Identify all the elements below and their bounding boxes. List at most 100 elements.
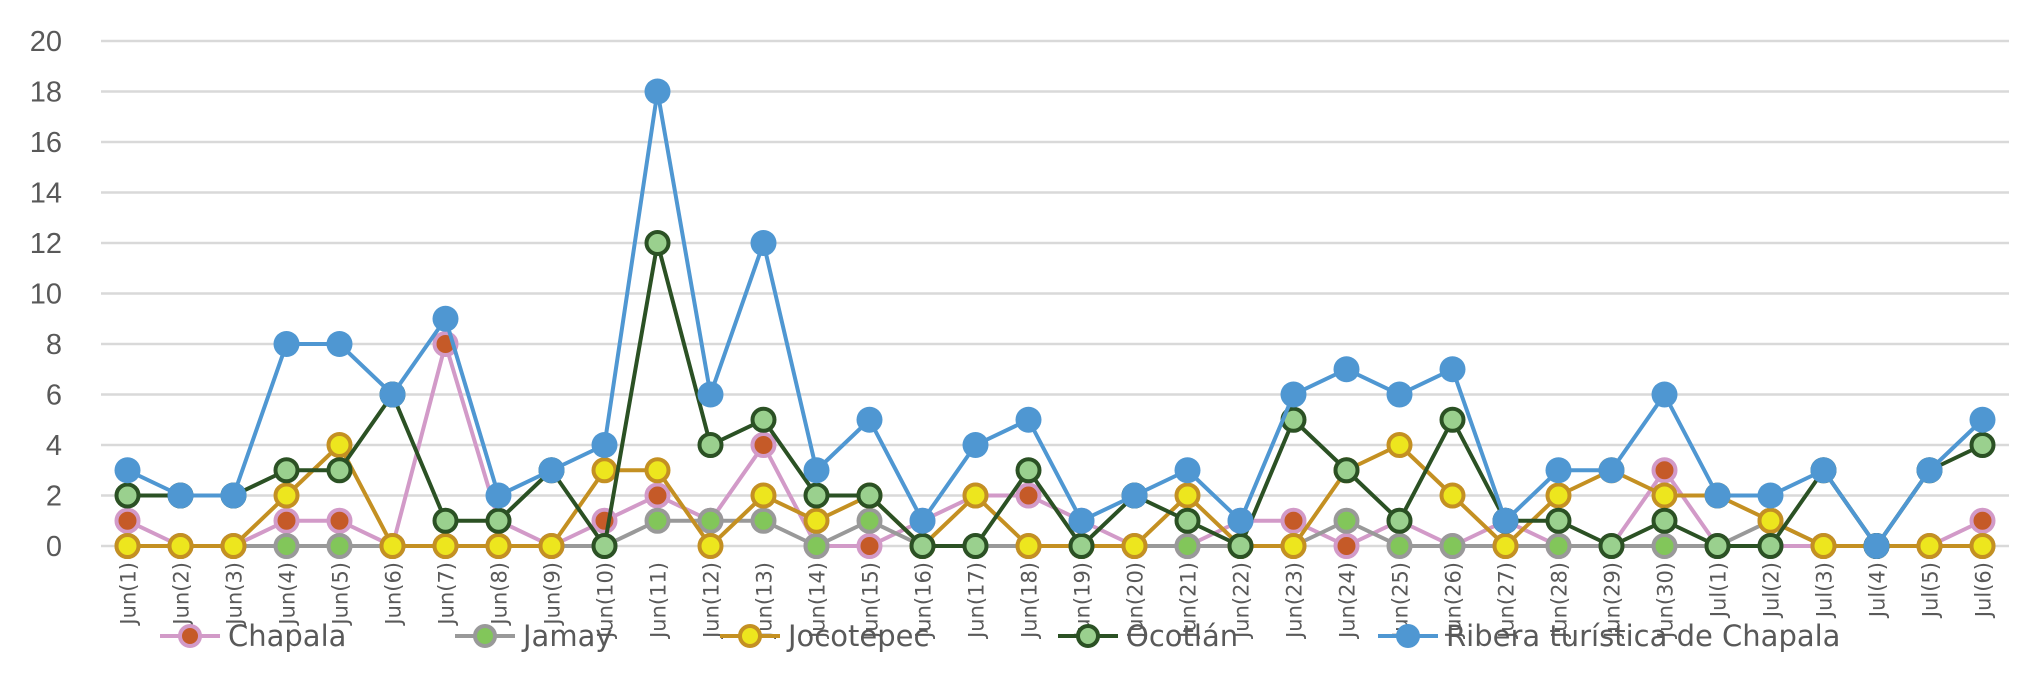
data-point bbox=[644, 482, 671, 509]
y-tick-label: 20 bbox=[30, 26, 62, 58]
data-point bbox=[1704, 533, 1731, 559]
data-point bbox=[644, 230, 671, 256]
legend-marker bbox=[178, 624, 202, 648]
data-point bbox=[697, 381, 724, 408]
data-point bbox=[962, 482, 989, 509]
x-tick-label: Jun(2) bbox=[170, 562, 194, 627]
data-point bbox=[1863, 533, 1890, 559]
data-point bbox=[485, 507, 512, 534]
data-point bbox=[326, 533, 353, 559]
data-point bbox=[1969, 533, 1996, 559]
data-point bbox=[1174, 533, 1201, 559]
x-tick-label: Jun(23) bbox=[1283, 562, 1307, 640]
legend-item: Jocotepec bbox=[720, 619, 929, 653]
legend-marker bbox=[473, 624, 497, 648]
data-point bbox=[485, 533, 512, 559]
data-point bbox=[1386, 432, 1413, 458]
data-point bbox=[326, 432, 353, 458]
data-point bbox=[1015, 482, 1042, 509]
data-point bbox=[1757, 482, 1784, 509]
x-tick-label: Jun(21) bbox=[1177, 562, 1201, 640]
data-point bbox=[591, 457, 618, 484]
data-point bbox=[1386, 507, 1413, 534]
legend-label: Ocotlán bbox=[1126, 619, 1238, 653]
data-point bbox=[1068, 533, 1095, 559]
x-tick-label: Jun(12) bbox=[700, 562, 724, 640]
data-point bbox=[697, 507, 724, 534]
data-point bbox=[167, 482, 194, 509]
data-point bbox=[326, 331, 353, 357]
data-point bbox=[1015, 457, 1042, 484]
data-point bbox=[1386, 533, 1413, 559]
y-tick-label: 4 bbox=[46, 430, 62, 462]
x-tick-label: Jun(6) bbox=[382, 562, 406, 627]
y-tick-label: 12 bbox=[30, 228, 62, 260]
data-point bbox=[379, 533, 406, 559]
data-point bbox=[1598, 533, 1625, 559]
data-point bbox=[1333, 533, 1360, 559]
x-tick-label: Jun(16) bbox=[912, 562, 936, 640]
data-point bbox=[1651, 482, 1678, 509]
data-point bbox=[750, 482, 777, 509]
x-tick-label: Jun(8) bbox=[488, 562, 512, 627]
data-point bbox=[1280, 533, 1307, 559]
data-point bbox=[1386, 381, 1413, 408]
data-point bbox=[1492, 507, 1519, 534]
data-point bbox=[644, 457, 671, 484]
data-point bbox=[1545, 533, 1572, 559]
data-point bbox=[591, 432, 618, 458]
x-tick-label: Jun(9) bbox=[541, 562, 565, 627]
data-point bbox=[1651, 381, 1678, 408]
data-point bbox=[432, 305, 459, 332]
legend-marker bbox=[738, 624, 762, 648]
y-tick-label: 10 bbox=[30, 279, 62, 311]
data-point bbox=[432, 507, 459, 534]
data-point bbox=[591, 533, 618, 559]
data-point bbox=[962, 533, 989, 559]
data-point bbox=[273, 507, 300, 534]
data-point bbox=[962, 432, 989, 458]
data-point bbox=[1439, 356, 1466, 383]
data-point bbox=[697, 533, 724, 559]
x-tick-label: Jun(7) bbox=[435, 562, 459, 627]
data-point bbox=[1015, 533, 1042, 559]
data-point bbox=[750, 406, 777, 433]
x-tick-label: Jun(22) bbox=[1230, 562, 1254, 640]
data-point bbox=[644, 507, 671, 534]
y-tick-label: 16 bbox=[30, 127, 62, 159]
series-ribera-tur-stica-de-chapala bbox=[114, 78, 1996, 559]
x-tick-label: Jun(14) bbox=[806, 562, 830, 640]
y-axis-ticks: 0 2 4 6 8 10 12 14 16 18 20 bbox=[30, 26, 62, 563]
data-point bbox=[114, 507, 141, 534]
x-tick-label: Jun(18) bbox=[1018, 562, 1042, 640]
legend-item: Chapala bbox=[160, 619, 346, 653]
x-tick-label: Jun(27) bbox=[1495, 562, 1519, 640]
x-tick-label: Jun(1) bbox=[117, 562, 141, 627]
data-point bbox=[1121, 533, 1148, 559]
y-tick-label: 18 bbox=[30, 77, 62, 109]
data-point bbox=[856, 482, 883, 509]
data-point bbox=[1916, 533, 1943, 559]
data-point bbox=[273, 533, 300, 559]
data-point bbox=[803, 457, 830, 484]
data-point bbox=[1492, 533, 1519, 559]
data-point bbox=[1651, 507, 1678, 534]
data-point bbox=[1651, 533, 1678, 559]
x-tick-label: Jun(15) bbox=[859, 562, 883, 640]
data-point bbox=[909, 533, 936, 559]
x-tick-label: Jun(17) bbox=[965, 562, 989, 640]
data-point bbox=[1810, 457, 1837, 484]
data-point bbox=[1545, 482, 1572, 509]
x-tick-label: Jul(4) bbox=[1866, 562, 1890, 619]
data-point bbox=[803, 482, 830, 509]
data-point bbox=[1916, 457, 1943, 484]
series-line bbox=[126, 89, 1984, 548]
legend-label: Jocotepec bbox=[786, 619, 929, 653]
data-point bbox=[1704, 482, 1731, 509]
data-point bbox=[114, 457, 141, 484]
data-point bbox=[1598, 457, 1625, 484]
y-tick-label: 2 bbox=[46, 481, 62, 513]
x-tick-label: Jun(28) bbox=[1548, 562, 1572, 640]
x-tick-label: Jun(4) bbox=[276, 562, 300, 627]
